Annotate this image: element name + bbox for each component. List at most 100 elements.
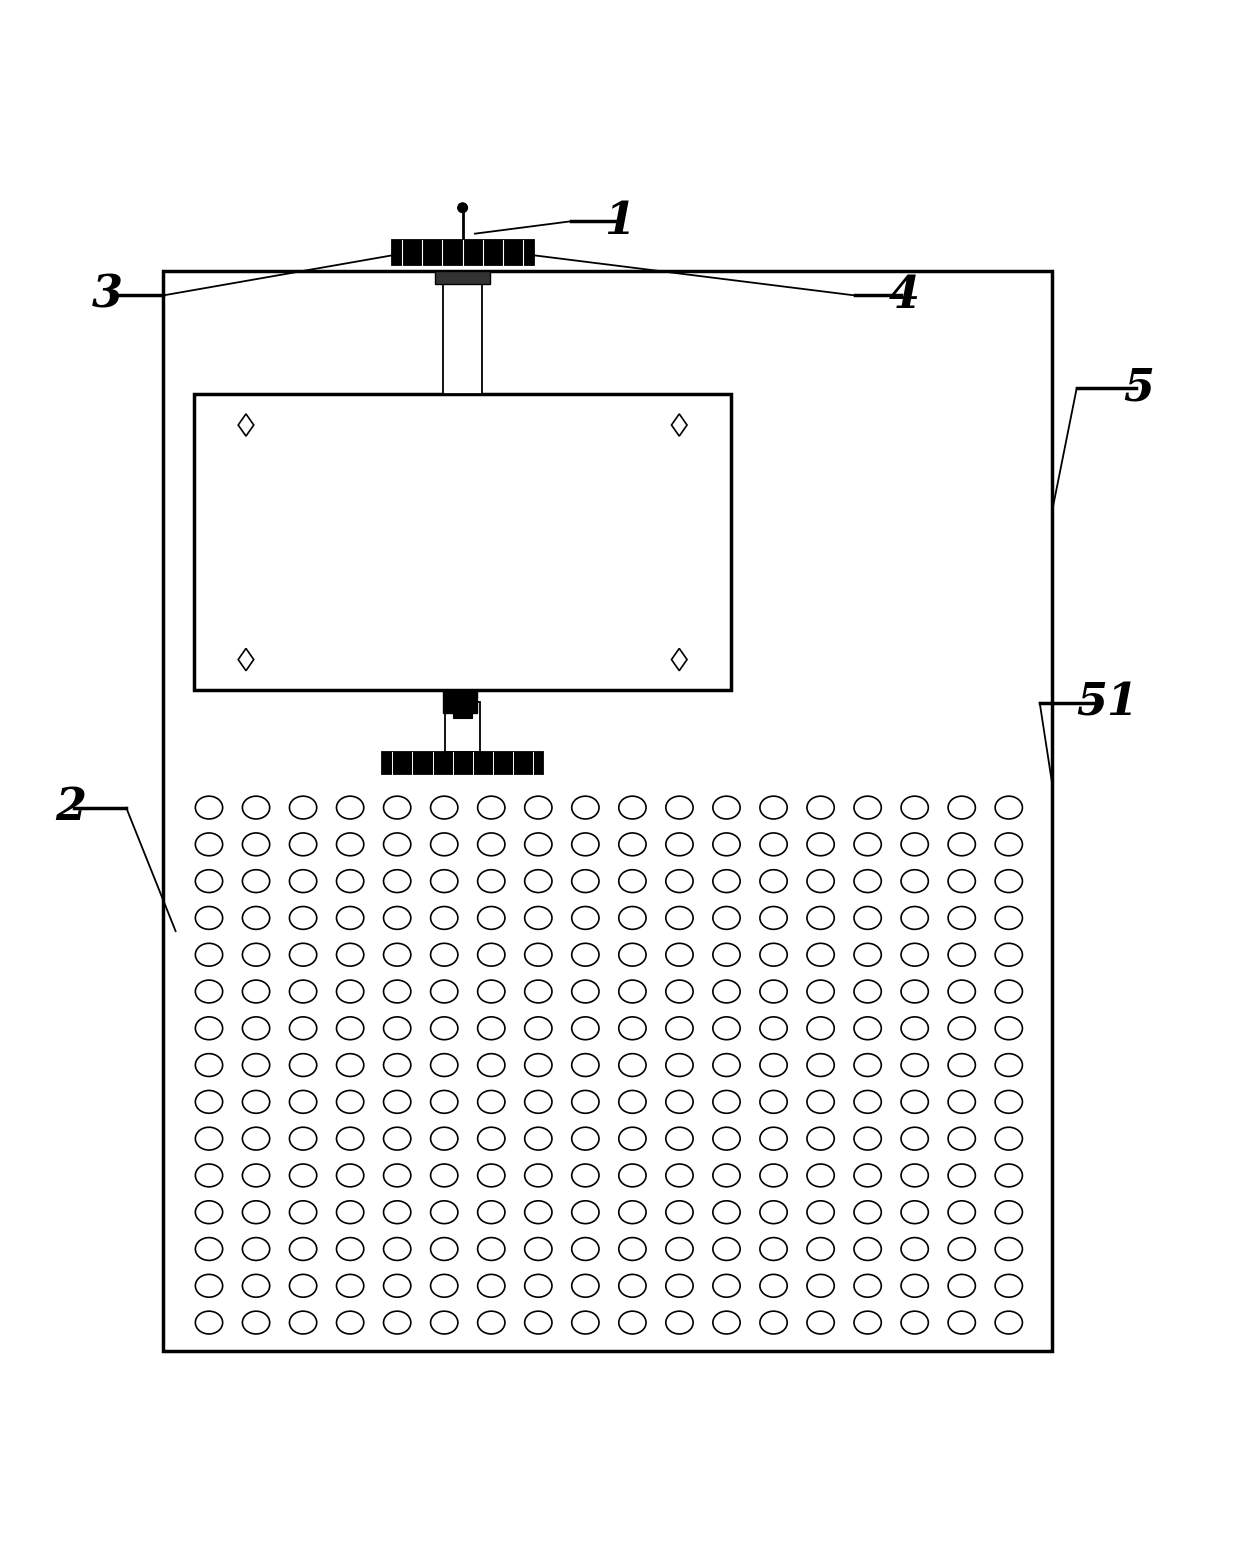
Ellipse shape [666,1164,693,1187]
Ellipse shape [242,1090,269,1113]
Ellipse shape [760,980,787,1002]
Bar [435,271,490,283]
Ellipse shape [196,1237,223,1261]
Ellipse shape [525,1016,552,1040]
Ellipse shape [996,980,1023,1002]
Ellipse shape [996,1201,1023,1223]
Ellipse shape [336,1054,363,1076]
Ellipse shape [572,1201,599,1223]
Ellipse shape [196,943,223,966]
Ellipse shape [713,1311,740,1334]
Ellipse shape [525,943,552,966]
Ellipse shape [854,1201,882,1223]
Ellipse shape [242,1201,269,1223]
Ellipse shape [430,869,458,893]
Ellipse shape [854,907,882,929]
Ellipse shape [619,1237,646,1261]
Ellipse shape [336,869,363,893]
Ellipse shape [760,869,787,893]
Ellipse shape [525,833,552,855]
Ellipse shape [477,943,505,966]
Text: 5: 5 [1123,366,1154,409]
Bar [195,395,732,691]
Ellipse shape [713,980,740,1002]
Ellipse shape [477,1201,505,1223]
Ellipse shape [196,1016,223,1040]
Ellipse shape [572,1054,599,1076]
Ellipse shape [807,869,835,893]
Ellipse shape [477,1054,505,1076]
Ellipse shape [996,1090,1023,1113]
Ellipse shape [666,833,693,855]
Ellipse shape [713,943,740,966]
Ellipse shape [760,1201,787,1223]
Bar [443,691,477,713]
Circle shape [458,204,467,213]
Ellipse shape [289,943,316,966]
Ellipse shape [901,833,929,855]
Ellipse shape [477,1090,505,1113]
Ellipse shape [949,1016,976,1040]
Ellipse shape [949,1237,976,1261]
Ellipse shape [760,1128,787,1149]
Ellipse shape [760,833,787,855]
Ellipse shape [713,1164,740,1187]
Ellipse shape [525,1164,552,1187]
Ellipse shape [901,907,929,929]
Ellipse shape [525,1054,552,1076]
Ellipse shape [242,1311,269,1334]
Ellipse shape [854,1164,882,1187]
Ellipse shape [572,1237,599,1261]
Ellipse shape [289,869,316,893]
Ellipse shape [713,1054,740,1076]
Ellipse shape [666,980,693,1002]
Ellipse shape [383,796,410,819]
Ellipse shape [901,1164,929,1187]
Bar [392,240,533,265]
Ellipse shape [477,1016,505,1040]
Ellipse shape [760,1054,787,1076]
Ellipse shape [196,1054,223,1076]
Ellipse shape [289,1201,316,1223]
Ellipse shape [713,1016,740,1040]
Bar [382,752,543,774]
Ellipse shape [807,980,835,1002]
Ellipse shape [760,796,787,819]
Ellipse shape [854,833,882,855]
Ellipse shape [713,1201,740,1223]
Ellipse shape [242,869,269,893]
Ellipse shape [996,1237,1023,1261]
Ellipse shape [336,1090,363,1113]
Ellipse shape [572,833,599,855]
Ellipse shape [289,1054,316,1076]
Ellipse shape [196,833,223,855]
Ellipse shape [196,1164,223,1187]
Ellipse shape [336,980,363,1002]
Ellipse shape [336,907,363,929]
Ellipse shape [196,1128,223,1149]
Ellipse shape [572,1275,599,1297]
Text: 1: 1 [605,200,635,243]
Ellipse shape [666,796,693,819]
Ellipse shape [242,907,269,929]
Ellipse shape [242,1275,269,1297]
Ellipse shape [430,1311,458,1334]
Ellipse shape [336,1275,363,1297]
Ellipse shape [383,907,410,929]
Ellipse shape [996,869,1023,893]
Ellipse shape [619,1201,646,1223]
Ellipse shape [760,1016,787,1040]
Ellipse shape [383,833,410,855]
Ellipse shape [525,796,552,819]
Ellipse shape [383,980,410,1002]
Ellipse shape [242,1016,269,1040]
Ellipse shape [383,1054,410,1076]
Ellipse shape [242,1164,269,1187]
Ellipse shape [525,1275,552,1297]
Ellipse shape [807,1237,835,1261]
Ellipse shape [289,833,316,855]
Ellipse shape [430,796,458,819]
Ellipse shape [901,1237,929,1261]
Ellipse shape [949,1128,976,1149]
Ellipse shape [572,1311,599,1334]
